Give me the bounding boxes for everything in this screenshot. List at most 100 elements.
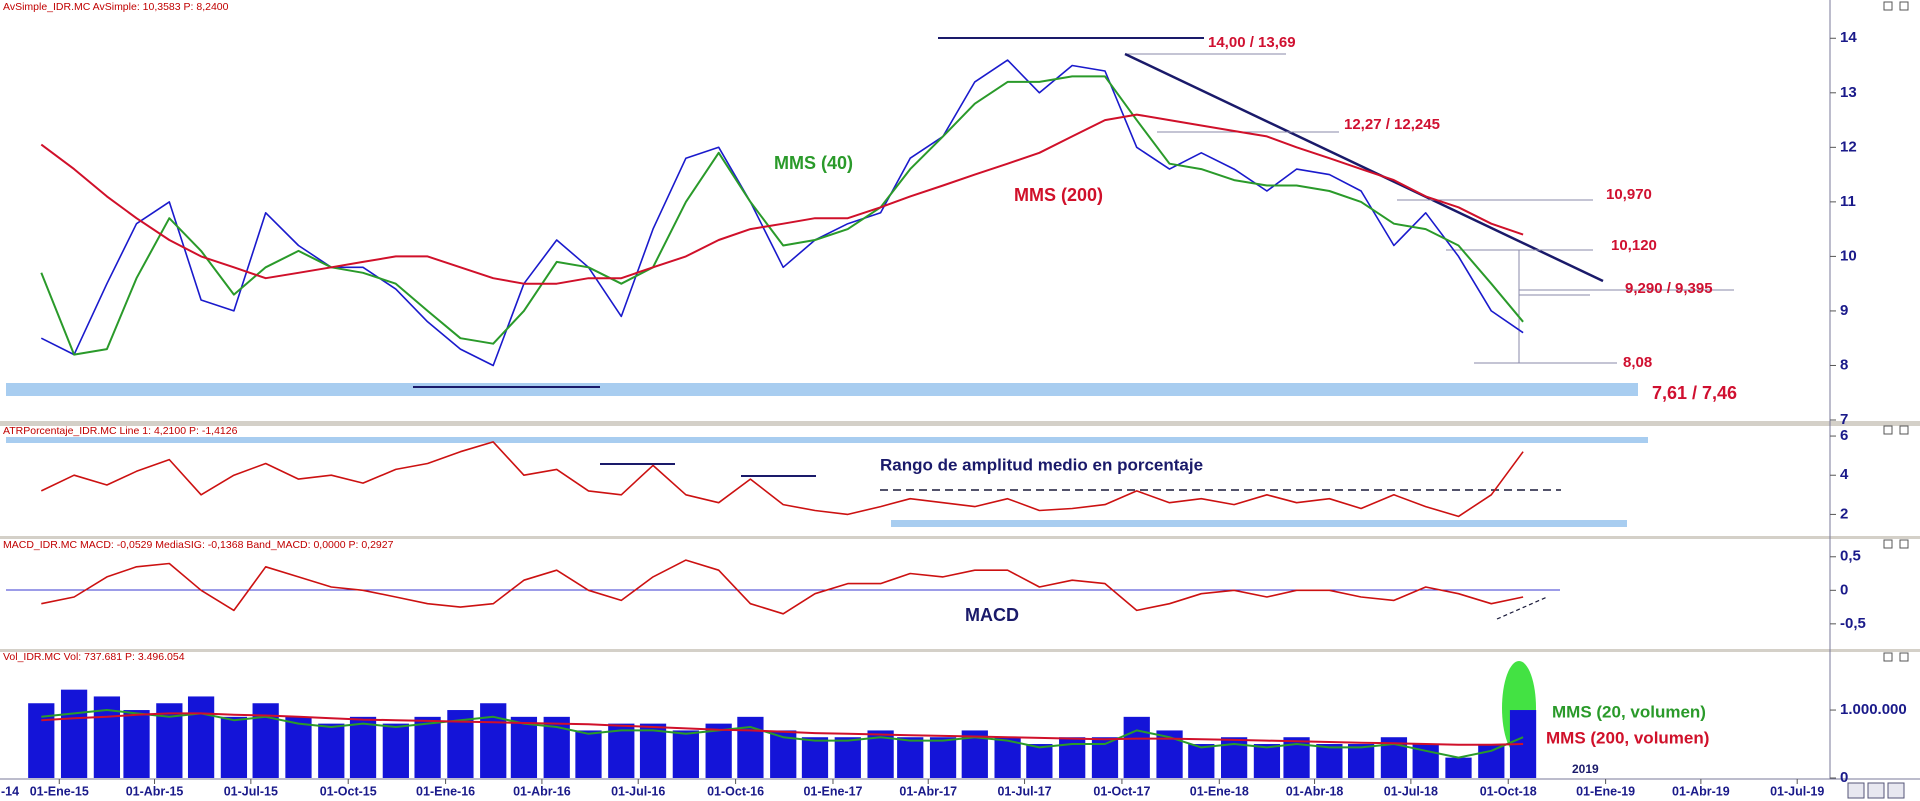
panel-header: AvSimple_IDR.MC AvSimple: 10,3583 P: 8,2… <box>3 1 229 13</box>
y-tick-label: 11 <box>1840 193 1856 210</box>
volume-bar <box>994 737 1021 778</box>
x-tick-label: 01-Jul-16 <box>611 784 665 798</box>
volume-bar <box>349 716 377 778</box>
volume-bar <box>1316 744 1343 778</box>
x-tick-label: 01-Abr-16 <box>513 784 571 798</box>
annotation: 8,08 <box>1623 354 1652 371</box>
separator <box>0 421 1920 426</box>
data-line <box>40 441 1524 518</box>
annotation: 2019 <box>1572 762 1599 776</box>
annotation: 10,120 <box>1611 237 1657 254</box>
volume-bar <box>1445 757 1472 778</box>
volume-bar <box>672 730 699 778</box>
y-tick-label: 8 <box>1840 356 1848 373</box>
volume-bar <box>705 723 732 778</box>
band <box>891 520 1627 527</box>
x-tick-label: 01-Ene-18 <box>1190 784 1249 798</box>
x-tick-label: 01-Ene-17 <box>803 784 862 798</box>
y-tick-label: 13 <box>1840 84 1857 101</box>
x-tick-label: -14 <box>1 784 19 798</box>
y-tick-label: 2 <box>1840 505 1848 522</box>
annotation: 9,290 / 9,395 <box>1625 280 1713 297</box>
support-band <box>6 383 1638 396</box>
annotation: Rango de amplitud medio en porcentaje <box>880 455 1203 474</box>
data-line <box>40 59 1524 367</box>
panel-header: Vol_IDR.MC Vol: 737.681 P: 3.496.054 <box>3 651 185 663</box>
volume-bar <box>285 716 312 778</box>
icon[interactable] <box>1887 782 1905 799</box>
y-tick-label: 10 <box>1840 247 1857 264</box>
x-tick-label: 01-Oct-15 <box>320 784 377 798</box>
separator <box>0 536 1920 539</box>
series-label: MMS (40) <box>774 153 853 173</box>
volume-bar <box>575 730 602 778</box>
window-controls <box>1883 1 1909 662</box>
volume-bar <box>123 710 150 778</box>
y-tick-label: 4 <box>1840 466 1849 483</box>
volume-bar <box>1253 744 1281 778</box>
moving-average <box>40 113 1524 285</box>
x-tick-label: 01-Ene-19 <box>1576 784 1635 798</box>
volume-bar <box>28 703 55 778</box>
x-tick-label: 01-Abr-17 <box>899 784 957 798</box>
volume-bar <box>929 737 957 778</box>
panel-header: ATRPorcentaje_IDR.MC Line 1: 4,2100 P: -… <box>3 425 238 437</box>
x-tick-label: 01-Jul-17 <box>997 784 1051 798</box>
volume-bar <box>187 696 215 778</box>
volume-bar <box>382 723 409 778</box>
x-tick-label: 01-Oct-16 <box>707 784 764 798</box>
y-tick-label: 1.000.000 <box>1840 701 1907 718</box>
annotation: 14,00 / 13,69 <box>1208 34 1296 51</box>
y-tick-label: 14 <box>1840 29 1857 46</box>
series-label: MMS (200, volumen) <box>1546 728 1709 747</box>
y-tick-label: 9 <box>1840 302 1848 319</box>
volume-bar <box>1188 744 1215 778</box>
x-tick-label: 01-Abr-15 <box>126 784 184 798</box>
volume-bar <box>93 696 121 778</box>
y-tick-label: 0 <box>1840 769 1848 786</box>
x-tick-label: 01-Ene-15 <box>30 784 89 798</box>
volume-bar <box>220 716 248 778</box>
y-tick-label: -0,5 <box>1840 615 1866 632</box>
volume-bar <box>1123 716 1150 778</box>
volume-bar <box>1026 744 1053 778</box>
annotation: 7,61 / 7,46 <box>1652 383 1737 403</box>
annotation: MACD <box>965 605 1019 625</box>
data-line <box>41 559 1524 615</box>
volume-bar <box>834 737 861 778</box>
y-tick-label: 0 <box>1840 581 1848 598</box>
volume-bar <box>897 737 924 778</box>
trend-line <box>1124 52 1604 283</box>
x-tick-label: 01-Abr-19 <box>1672 784 1730 798</box>
moving-average <box>41 709 1524 759</box>
volume-bar <box>318 723 345 778</box>
x-tick-label: 01-Ene-16 <box>416 784 475 798</box>
separator <box>0 649 1920 652</box>
x-tick-label: 01-Jul-15 <box>224 784 278 798</box>
x-tick-label: 01-Oct-17 <box>1093 784 1150 798</box>
icon[interactable] <box>1867 782 1885 799</box>
x-tick-label: 01-Jul-19 <box>1770 784 1824 798</box>
volume-bar <box>60 689 88 778</box>
volume-bar <box>510 716 538 778</box>
series-label: MMS (200) <box>1014 185 1103 205</box>
annotation: 12,27 / 12,245 <box>1344 116 1440 133</box>
toolbar-icons <box>1847 782 1905 799</box>
trend-line <box>1496 596 1548 620</box>
x-tick-label: 01-Abr-18 <box>1286 784 1344 798</box>
volume-bar <box>414 716 441 778</box>
volume-bar <box>639 723 667 778</box>
y-tick-label: 0,5 <box>1840 548 1861 565</box>
volume-bar <box>608 723 635 778</box>
x-tick-label: 01-Oct-18 <box>1480 784 1537 798</box>
y-tick-label: 7 <box>1840 411 1848 428</box>
annotation: 10,970 <box>1606 186 1652 203</box>
volume-bar <box>480 703 507 778</box>
volume-bar <box>1478 744 1505 778</box>
y-tick-label: 12 <box>1840 138 1857 155</box>
icon[interactable] <box>1847 782 1865 799</box>
y-tick-label: 6 <box>1840 427 1848 444</box>
volume-bar <box>801 737 829 778</box>
